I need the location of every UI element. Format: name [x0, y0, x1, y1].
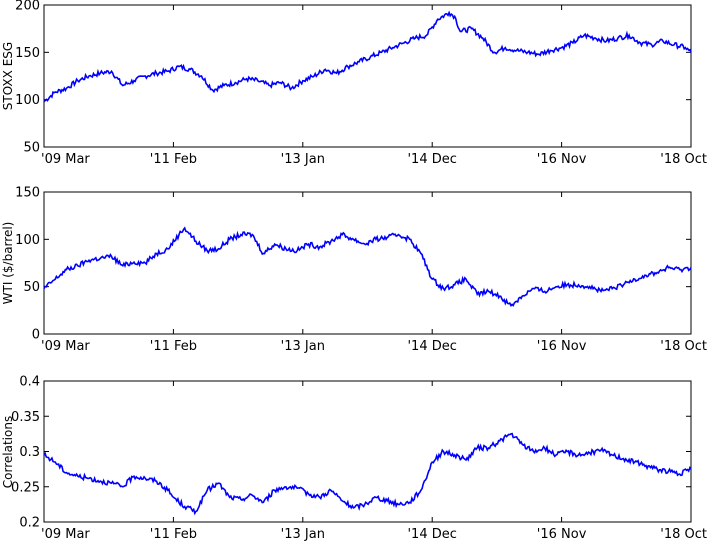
panel-correlations: Correlations 0.2 0.25 0.3 0.35 0.4 '09 Mar '1…	[1, 375, 707, 541]
x-tick-label: '16 Nov	[537, 152, 587, 167]
x-tick-label: '18 Oct	[660, 152, 707, 167]
series-line-correlations	[43, 432, 692, 516]
x-tick-label: '13 Jan	[281, 527, 325, 541]
x-tick-label: '14 Dec	[407, 152, 456, 167]
x-tick-label: '13 Jan	[281, 339, 325, 354]
plot-frame	[43, 191, 692, 335]
x-tick-label: '09 Mar	[41, 527, 90, 541]
x-tick-label: '14 Dec	[407, 339, 456, 354]
x-ticks: '09 Mar '11 Feb '13 Jan '14 Dec '16 Nov '18 O…	[41, 381, 707, 541]
x-tick-label: '16 Nov	[537, 527, 587, 541]
x-tick-label: '13 Jan	[281, 152, 325, 167]
y-axis-label: Correlations	[1, 416, 15, 488]
plot-frame	[43, 4, 692, 148]
y-tick-label: 0.2	[19, 516, 40, 531]
y-tick-label: 50	[23, 141, 40, 156]
x-ticks: '09 Mar '11 Feb '13 Jan '14 Dec '16 Nov '18 O…	[41, 5, 707, 167]
y-tick-label: 0.4	[19, 375, 40, 390]
plot-frame	[43, 380, 692, 523]
y-tick-label: 150	[15, 46, 40, 61]
x-ticks: '09 Mar '11 Feb '13 Jan '14 Dec '16 Nov '18 O…	[41, 192, 707, 354]
series-line-stoxx-esg	[43, 10, 692, 103]
x-tick-label: '11 Feb	[150, 152, 197, 167]
y-tick-label: 0.25	[11, 480, 40, 495]
x-tick-label: '09 Mar	[41, 152, 90, 167]
y-ticks: 0 50 100 150	[15, 186, 691, 343]
y-tick-label: 200	[15, 0, 40, 14]
x-tick-label: '18 Oct	[660, 339, 707, 354]
y-axis-label: WTI ($/barrel)	[1, 222, 15, 305]
y-ticks: 0.2 0.25 0.3 0.35 0.4	[11, 375, 691, 531]
x-tick-label: '11 Feb	[150, 339, 197, 354]
series-line-wti	[43, 226, 692, 308]
x-tick-label: '16 Nov	[537, 339, 587, 354]
y-tick-label: 100	[15, 233, 40, 248]
x-tick-label: '11 Feb	[150, 527, 197, 541]
y-tick-label: 0.35	[11, 410, 40, 425]
y-ticks: 50 100 150 200	[15, 0, 691, 156]
x-tick-label: '09 Mar	[41, 339, 90, 354]
y-tick-label: 150	[15, 186, 40, 201]
y-tick-label: 100	[15, 93, 40, 108]
x-tick-label: '18 Oct	[660, 527, 707, 541]
x-tick-label: '14 Dec	[407, 527, 456, 541]
y-axis-label: STOXX ESG	[1, 42, 15, 110]
y-tick-label: 0	[32, 328, 40, 343]
panel-stoxx-esg: STOXX ESG 50 100 150 200 '09 Mar '11 Feb '13 …	[1, 0, 707, 167]
y-tick-label: 0.3	[19, 445, 40, 460]
y-tick-label: 50	[23, 280, 40, 295]
